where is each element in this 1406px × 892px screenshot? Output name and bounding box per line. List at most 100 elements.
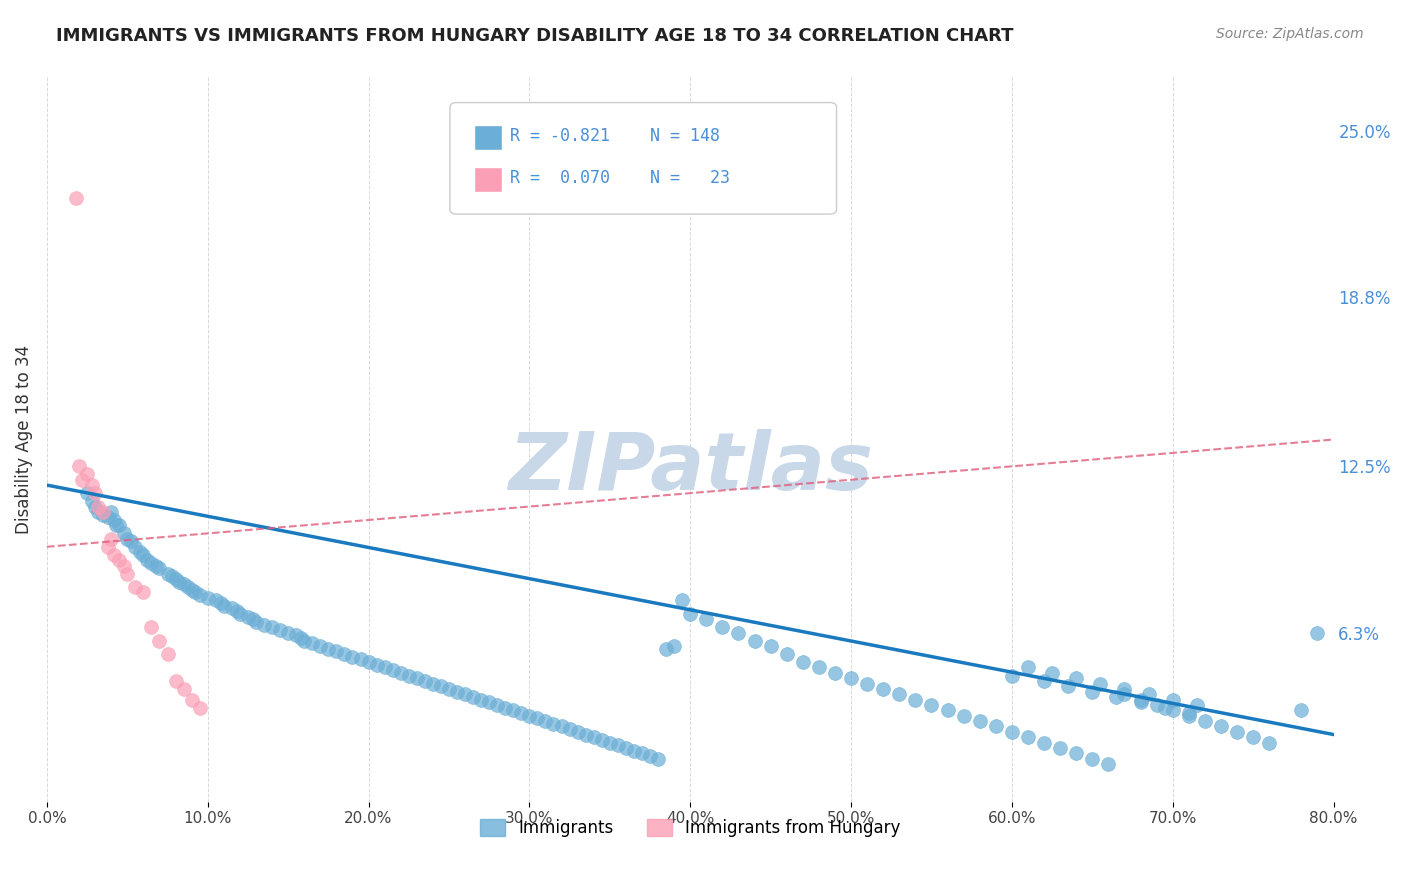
Point (212, 599, 235, 613)
Point (188, 700, 211, 714)
Point (776, 647, 799, 661)
Point (290, 631, 312, 645)
Point (470, 692, 492, 706)
Point (1040, 665, 1063, 680)
Point (349, 652, 371, 666)
Point (478, 695, 501, 709)
Point (1001, 724, 1024, 739)
Point (422, 676, 444, 690)
Point (1017, 660, 1039, 674)
Point (156, 647, 179, 661)
Point (148, 561, 170, 575)
Point (1209, 719, 1232, 733)
Point (188, 588, 211, 602)
Point (744, 633, 766, 648)
Point (526, 711, 548, 725)
Point (1001, 668, 1024, 682)
Point (398, 668, 420, 682)
Point (1161, 703, 1184, 717)
Point (156, 566, 179, 581)
Point (103, 513, 125, 527)
Point (510, 706, 533, 720)
Point (1049, 740, 1071, 755)
Point (209, 596, 232, 610)
Point (177, 580, 200, 594)
Point (285, 628, 308, 642)
Point (184, 585, 207, 599)
Point (1194, 714, 1216, 728)
Point (141, 620, 163, 634)
Point (72, 473, 94, 487)
Point (1081, 752, 1104, 766)
Point (229, 607, 252, 621)
Point (567, 724, 589, 739)
Point (405, 671, 427, 685)
Point (1017, 730, 1039, 744)
Point (124, 580, 146, 594)
Point (711, 620, 734, 634)
Point (984, 719, 1007, 733)
Point (889, 687, 911, 701)
Point (145, 558, 167, 573)
Point (173, 577, 195, 591)
Point (80, 478, 103, 492)
Point (1185, 698, 1208, 712)
Point (309, 639, 332, 653)
Point (1057, 679, 1080, 693)
Point (91, 505, 114, 519)
Point (108, 518, 131, 533)
Point (920, 698, 942, 712)
Point (253, 617, 276, 632)
Point (1090, 676, 1112, 690)
Point (1177, 706, 1199, 720)
Point (839, 671, 862, 685)
Point (67, 459, 90, 474)
Point (132, 585, 155, 599)
Point (856, 676, 879, 690)
Point (446, 684, 468, 698)
Point (225, 604, 247, 618)
Point (695, 612, 717, 626)
Point (87, 505, 110, 519)
Point (292, 633, 315, 648)
Point (357, 655, 380, 669)
Point (221, 601, 243, 615)
Point (582, 730, 605, 744)
Point (91, 508, 114, 522)
Point (165, 572, 187, 586)
Point (1033, 673, 1056, 688)
Point (1105, 690, 1128, 704)
Point (486, 698, 509, 712)
Y-axis label: Disability Age 18 to 34: Disability Age 18 to 34 (15, 345, 32, 534)
Point (76, 467, 98, 482)
Point (269, 623, 291, 637)
Point (333, 647, 356, 661)
Point (100, 532, 122, 546)
Point (87, 500, 110, 514)
Point (1161, 692, 1184, 706)
Point (872, 681, 894, 696)
Point (165, 673, 187, 688)
Point (1146, 698, 1168, 712)
Text: IMMIGRANTS VS IMMIGRANTS FROM HUNGARY DISABILITY AGE 18 TO 34 CORRELATION CHART: IMMIGRANTS VS IMMIGRANTS FROM HUNGARY DI… (56, 27, 1014, 45)
Point (1114, 681, 1136, 696)
Point (647, 752, 669, 766)
Point (65, 191, 87, 205)
Text: R =  0.070    N =   23: R = 0.070 N = 23 (510, 169, 730, 187)
Text: Source: ZipAtlas.com: Source: ZipAtlas.com (1216, 27, 1364, 41)
Point (759, 639, 782, 653)
Point (242, 612, 264, 626)
Point (631, 747, 654, 761)
Point (135, 553, 157, 567)
Point (1177, 708, 1199, 723)
Point (454, 687, 477, 701)
Point (824, 665, 846, 680)
Point (969, 714, 991, 728)
Point (599, 735, 621, 749)
Point (655, 641, 678, 656)
Point (623, 743, 645, 757)
Point (108, 553, 131, 567)
Point (1114, 687, 1136, 701)
Point (162, 569, 184, 583)
Point (494, 700, 516, 714)
